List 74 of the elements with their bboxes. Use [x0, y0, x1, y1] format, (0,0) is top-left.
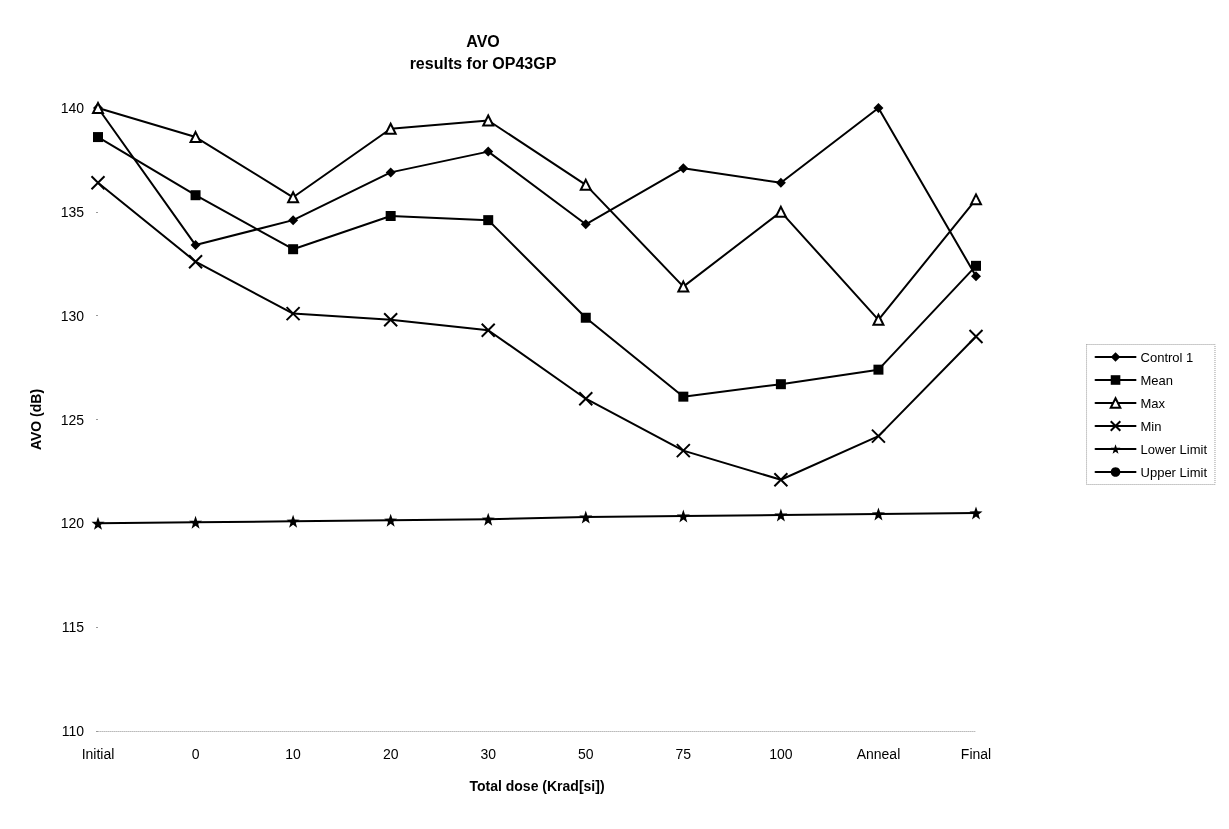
y-tick-label: 125 [60, 411, 85, 428]
point [870, 428, 886, 444]
point [675, 443, 691, 459]
y-axis-title: AVO (dB) [28, 388, 44, 451]
point [678, 391, 689, 402]
y-tick-label: 110 [61, 723, 85, 739]
point [385, 210, 396, 221]
y-tick-label: 140 [60, 100, 85, 116]
point [480, 322, 496, 338]
point [90, 175, 106, 191]
point [384, 513, 398, 527]
point [482, 114, 495, 127]
point [483, 215, 494, 226]
y-tick-label: 130 [60, 307, 85, 324]
point [872, 313, 885, 326]
point [969, 506, 983, 520]
point [968, 328, 984, 344]
point [580, 219, 591, 230]
point [288, 215, 299, 226]
point [288, 244, 299, 255]
point [481, 512, 495, 526]
point [873, 103, 884, 113]
legend-label: Min [1140, 418, 1162, 434]
point [190, 240, 201, 251]
point [578, 391, 594, 407]
point [384, 122, 397, 135]
point [287, 191, 300, 204]
x-tick-label: 100 [769, 746, 793, 762]
point [385, 167, 396, 178]
point [93, 132, 103, 143]
point [775, 379, 786, 390]
point [189, 515, 203, 529]
point [773, 472, 789, 488]
point [873, 364, 884, 375]
x-tick-label: 20 [382, 746, 399, 762]
point [678, 163, 689, 174]
point [190, 190, 201, 201]
point [971, 271, 981, 282]
point [774, 205, 787, 218]
legend-label: Max [1140, 395, 1166, 411]
point [383, 312, 399, 328]
x-tick-label: 50 [577, 746, 594, 762]
chart-subtitle: results for OP43GP [409, 54, 557, 72]
point [775, 177, 786, 188]
x-tick-label: 0 [191, 746, 200, 762]
point [91, 516, 105, 530]
y-tick-label: 135 [60, 203, 85, 220]
point [971, 260, 981, 271]
x-tick-label: Final [960, 746, 992, 762]
x-tick-label: 10 [285, 746, 302, 762]
y-tick-label: 120 [60, 515, 85, 532]
point [677, 280, 690, 293]
x-axis-title: Total dose (Krad[si]) [469, 778, 605, 794]
chart-title: AVO [466, 32, 500, 50]
point [285, 306, 301, 322]
x-tick-label: Initial [81, 746, 115, 762]
legend-label: Lower Limit [1140, 441, 1208, 457]
point [579, 178, 592, 191]
point [580, 312, 591, 323]
x-tick-label: 30 [480, 746, 497, 762]
point [286, 514, 300, 528]
legend-label: Control 1 [1140, 349, 1194, 365]
point [774, 508, 788, 522]
point [970, 193, 982, 206]
legend-label: Mean [1140, 372, 1174, 388]
point [188, 254, 204, 270]
x-tick-label: Anneal [856, 746, 901, 762]
point [579, 510, 593, 524]
x-tick-label: 75 [675, 746, 692, 762]
point [483, 146, 494, 157]
point [871, 507, 885, 521]
y-tick-label: 115 [61, 619, 85, 636]
legend-label: Upper Limit [1140, 464, 1208, 480]
point [676, 509, 690, 523]
